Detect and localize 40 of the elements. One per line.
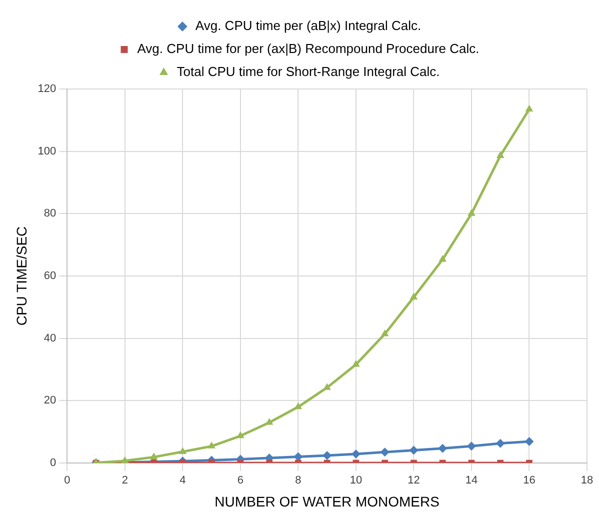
x-tick-label: 2	[122, 474, 128, 487]
point	[380, 448, 390, 457]
x-tick-label: 16	[523, 474, 536, 487]
point	[150, 452, 158, 460]
x-tick-label: 6	[237, 474, 244, 487]
x-tick-label: 14	[465, 474, 478, 487]
point	[208, 442, 216, 448]
y-tick-label: 100	[38, 145, 56, 158]
y-axis-title: CPU TIME/SEC	[13, 226, 30, 326]
legend-label: Avg. CPU time per (aB|x) Integral Calc.	[195, 18, 422, 34]
point	[410, 292, 418, 300]
point	[380, 329, 389, 336]
y-tick-label: 20	[44, 394, 56, 407]
point	[438, 254, 446, 262]
y-tick-label: 40	[44, 332, 56, 344]
point	[496, 151, 504, 158]
point	[524, 436, 534, 446]
point	[323, 383, 331, 390]
x-tick-label: 8	[295, 474, 302, 487]
x-tick-label: 12	[408, 474, 420, 487]
point	[409, 446, 418, 455]
x-tick-label: 10	[350, 474, 362, 487]
point	[236, 431, 244, 438]
y-tick-label: 80	[44, 208, 56, 220]
legend-label: Avg. CPU time for per (ax|B) Recompound Procedure Calc.	[137, 41, 480, 56]
y-tick-label: 0	[50, 457, 56, 470]
point	[525, 104, 534, 112]
point	[438, 444, 448, 453]
y-tick-label: 60	[44, 270, 56, 282]
y-tick-label: 120	[38, 83, 56, 96]
point	[466, 442, 476, 451]
legend-label: Total CPU time for Short-Range Integral Calc.	[176, 64, 440, 80]
point	[468, 209, 476, 216]
point	[352, 360, 360, 367]
point	[496, 438, 505, 448]
x-tick-label: 4	[180, 474, 186, 487]
x-axis-title: NUMBER OF WATER MONOMERS	[214, 493, 440, 510]
x-tick-label: 0	[64, 474, 70, 487]
x-tick-label: 18	[580, 474, 594, 487]
point	[178, 447, 187, 454]
